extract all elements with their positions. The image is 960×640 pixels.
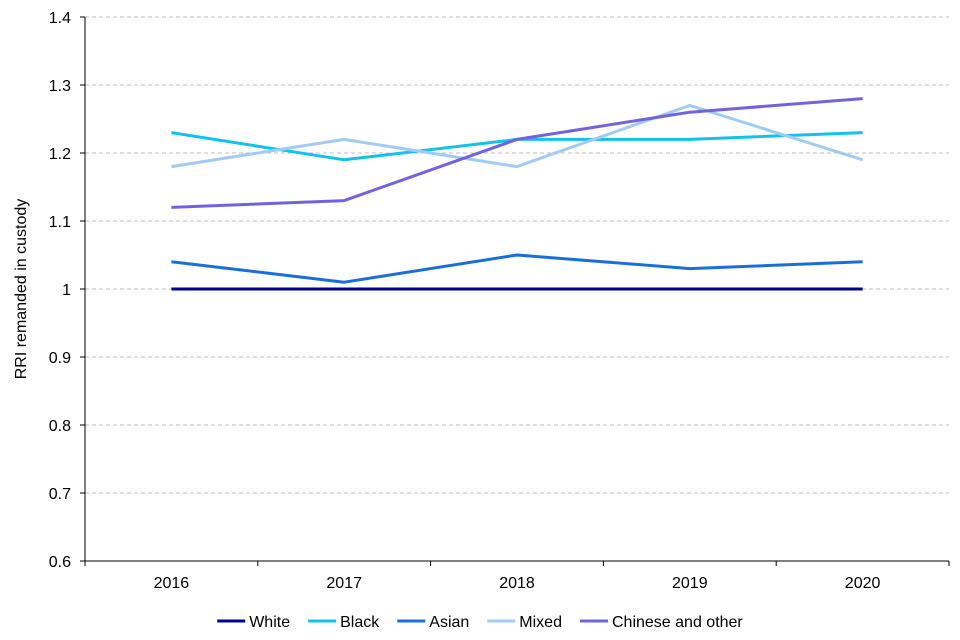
x-tick-label: 2017 bbox=[326, 575, 362, 592]
series-line-black bbox=[171, 131, 863, 162]
series-line-mixed bbox=[171, 103, 864, 169]
y-tick-label: 0.9 bbox=[49, 350, 71, 367]
x-tick-label: 2019 bbox=[672, 575, 708, 592]
y-tick-label: 1 bbox=[62, 282, 71, 299]
legend-label: Asian bbox=[429, 614, 469, 631]
legend-label: Mixed bbox=[519, 614, 562, 631]
y-tick-label: 0.8 bbox=[49, 418, 71, 435]
y-tick-label: 0.7 bbox=[49, 486, 71, 503]
series-line-asian bbox=[171, 253, 863, 284]
legend-label: Black bbox=[340, 614, 380, 631]
y-tick-label: 1.1 bbox=[49, 214, 71, 231]
legend-label: White bbox=[249, 614, 290, 631]
series-lines bbox=[171, 97, 864, 291]
legend-label: Chinese and other bbox=[612, 614, 743, 631]
y-tick-label: 0.6 bbox=[49, 554, 71, 571]
y-tick-label: 1.2 bbox=[49, 146, 71, 163]
axes bbox=[80, 16, 950, 566]
y-axis-title: RRI remanded in custody bbox=[13, 199, 30, 380]
x-tick-label: 2016 bbox=[154, 575, 190, 592]
x-tick-labels: 2016 2017 2018 2019 2020 bbox=[154, 575, 881, 592]
x-tick-label: 2020 bbox=[845, 575, 881, 592]
y-tick-label: 1.4 bbox=[49, 10, 71, 27]
y-tick-labels: 0.6 0.7 0.8 0.9 1 1.1 1.2 1.3 1.4 bbox=[49, 10, 71, 571]
x-tick-label: 2018 bbox=[499, 575, 535, 592]
y-tick-label: 1.3 bbox=[49, 78, 71, 95]
series-line-chinese-and-other bbox=[171, 97, 863, 209]
legend: White Black Asian Mixed Chinese and other bbox=[217, 614, 743, 631]
